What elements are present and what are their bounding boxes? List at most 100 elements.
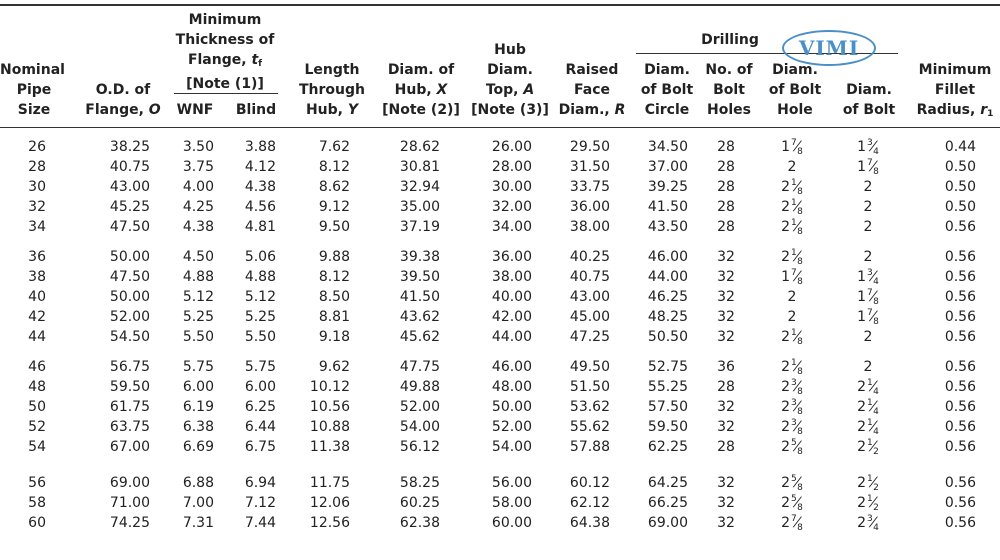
cell-hole-diameter: 21⁄8 — [770, 197, 814, 217]
drilling-group-rule — [636, 53, 898, 54]
cell-hub-top: 48.00 — [491, 379, 532, 395]
cell-bolt-holes: 32 — [717, 515, 735, 531]
cell-fillet-radius: 0.56 — [944, 309, 976, 325]
cell-nominal-size: 58 — [28, 495, 46, 511]
cell-hub-top: 46.00 — [491, 359, 532, 375]
cell-blind: 4.38 — [244, 179, 276, 195]
cell-raised-face: 51.50 — [569, 379, 610, 395]
cell-hub-top: 58.00 — [491, 495, 532, 511]
cell-blind: 4.81 — [244, 219, 276, 235]
header-nominal-pipe-size: Nominal Pipe Size — [0, 62, 65, 118]
cell-bolt-diameter: 21⁄4 — [846, 377, 890, 397]
cell-bolt-circle: 55.25 — [647, 379, 688, 395]
cell-bolt-holes: 32 — [717, 309, 735, 325]
cell-wnf: 4.38 — [182, 219, 214, 235]
mixed-fraction: 2 — [787, 289, 797, 305]
cell-bolt-diameter: 23⁄4 — [846, 513, 890, 533]
cell-raised-face: 47.25 — [569, 329, 610, 345]
header-bolt-hole-diameter: Diam. of Bolt Hole — [768, 62, 822, 118]
cell-od-flange: 45.25 — [109, 199, 150, 215]
cell-wnf: 7.31 — [182, 515, 214, 531]
cell-nominal-size: 48 — [28, 379, 46, 395]
cell-bolt-circle: 69.00 — [647, 515, 688, 531]
cell-bolt-circle: 57.50 — [647, 399, 688, 415]
header-bottom-rule — [0, 127, 1000, 128]
cell-hub-top: 34.00 — [491, 219, 532, 235]
cell-bolt-diameter: 21⁄2 — [846, 437, 890, 457]
header-bolt-holes-count: No. of Bolt Holes — [705, 62, 753, 118]
cell-bolt-diameter: 2 — [846, 247, 890, 267]
cell-od-flange: 69.00 — [109, 475, 150, 491]
mixed-fraction: 21⁄4 — [857, 418, 879, 437]
cell-bolt-circle: 34.50 — [647, 139, 688, 155]
cell-nominal-size: 30 — [28, 179, 46, 195]
mixed-fraction: 21⁄4 — [857, 398, 879, 417]
cell-hub-top: 42.00 — [491, 309, 532, 325]
cell-bolt-diameter: 21⁄2 — [846, 493, 890, 513]
cell-raised-face: 29.50 — [569, 139, 610, 155]
cell-fillet-radius: 0.44 — [944, 139, 976, 155]
cell-wnf: 4.25 — [182, 199, 214, 215]
cell-hub-top: 44.00 — [491, 329, 532, 345]
cell-bolt-holes: 32 — [717, 475, 735, 491]
cell-fillet-radius: 0.56 — [944, 439, 976, 455]
top-rule — [0, 4, 1000, 6]
cell-length-hub: 12.06 — [309, 495, 350, 511]
cell-bolt-holes: 32 — [717, 249, 735, 265]
cell-bolt-holes: 36 — [717, 359, 735, 375]
cell-hub-top: 26.00 — [491, 139, 532, 155]
cell-blind: 5.06 — [244, 249, 276, 265]
cell-wnf: 6.00 — [182, 379, 214, 395]
cell-bolt-circle: 37.00 — [647, 159, 688, 175]
cell-hole-diameter: 17⁄8 — [770, 267, 814, 287]
cell-od-flange: 67.00 — [109, 439, 150, 455]
mixed-fraction: 2 — [863, 329, 873, 345]
cell-hole-diameter: 17⁄8 — [770, 137, 814, 157]
cell-hole-diameter: 23⁄8 — [770, 397, 814, 417]
cell-nominal-size: 56 — [28, 475, 46, 491]
mixed-fraction: 21⁄4 — [857, 378, 879, 397]
cell-od-flange: 74.25 — [109, 515, 150, 531]
cell-bolt-circle: 66.25 — [647, 495, 688, 511]
cell-bolt-circle: 46.00 — [647, 249, 688, 265]
cell-hole-diameter: 23⁄8 — [770, 417, 814, 437]
header-hub-top-diameter: Hub Diam. Top, A [Note (3)] — [471, 42, 549, 118]
cell-wnf: 6.88 — [182, 475, 214, 491]
mixed-fraction: 23⁄8 — [781, 398, 803, 417]
cell-hub-top: 38.00 — [491, 269, 532, 285]
cell-length-hub: 10.56 — [309, 399, 350, 415]
cell-od-flange: 59.50 — [109, 379, 150, 395]
cell-od-flange: 40.75 — [109, 159, 150, 175]
cell-nominal-size: 38 — [28, 269, 46, 285]
cell-length-hub: 8.12 — [318, 159, 350, 175]
cell-hub-diameter: 45.62 — [399, 329, 440, 345]
cell-raised-face: 36.00 — [569, 199, 610, 215]
cell-hub-diameter: 28.62 — [399, 139, 440, 155]
cell-blind: 6.75 — [244, 439, 276, 455]
header-hub-diameter: Diam. of Hub, X [Note (2)] — [382, 62, 460, 118]
cell-wnf: 5.75 — [182, 359, 214, 375]
cell-fillet-radius: 0.56 — [944, 515, 976, 531]
cell-bolt-circle: 52.75 — [647, 359, 688, 375]
mixed-fraction: 13⁄4 — [857, 138, 879, 157]
cell-blind: 7.12 — [244, 495, 276, 511]
mixed-fraction: 17⁄8 — [857, 308, 879, 327]
mixed-fraction: 2 — [863, 219, 873, 235]
mixed-fraction: 2 — [787, 309, 797, 325]
mixed-fraction: 23⁄4 — [857, 514, 879, 533]
header-bolt-diameter: Diam. of Bolt — [842, 82, 896, 118]
cell-fillet-radius: 0.56 — [944, 249, 976, 265]
cell-od-flange: 63.75 — [109, 419, 150, 435]
cell-blind: 6.00 — [244, 379, 276, 395]
cell-length-hub: 9.12 — [318, 199, 350, 215]
cell-bolt-circle: 50.50 — [647, 329, 688, 345]
cell-nominal-size: 40 — [28, 289, 46, 305]
cell-length-hub: 8.50 — [318, 289, 350, 305]
cell-bolt-holes: 32 — [717, 419, 735, 435]
cell-blind: 7.44 — [244, 515, 276, 531]
cell-nominal-size: 26 — [28, 139, 46, 155]
cell-blind: 4.88 — [244, 269, 276, 285]
cell-nominal-size: 60 — [28, 515, 46, 531]
cell-blind: 4.12 — [244, 159, 276, 175]
